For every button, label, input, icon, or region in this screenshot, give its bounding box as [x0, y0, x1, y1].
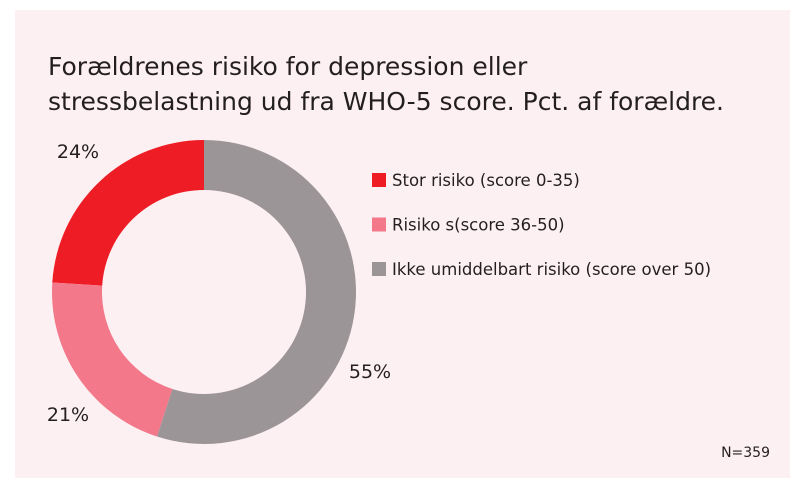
data-label: 55%	[349, 361, 391, 383]
legend-swatch	[372, 173, 386, 187]
data-label: 24%	[57, 141, 99, 163]
legend-swatch	[372, 217, 386, 232]
legend-swatch	[372, 262, 386, 276]
legend-label: Stor risiko (score 0-35)	[392, 171, 580, 190]
note: N=359	[721, 445, 770, 461]
legend-label: Ikke umiddelbart risiko (score over 50)	[392, 260, 711, 279]
donut-segment	[157, 140, 357, 444]
chart-title: stressbelastning ud fra WHO-5 score. Pct…	[48, 87, 724, 116]
chart-title: Forældrenes risiko for depression eller	[48, 52, 528, 81]
donut-segment	[52, 282, 173, 437]
donut-segment	[52, 140, 204, 286]
data-label: 21%	[47, 404, 89, 426]
legend-label: Risiko s(score 36-50)	[392, 216, 565, 235]
